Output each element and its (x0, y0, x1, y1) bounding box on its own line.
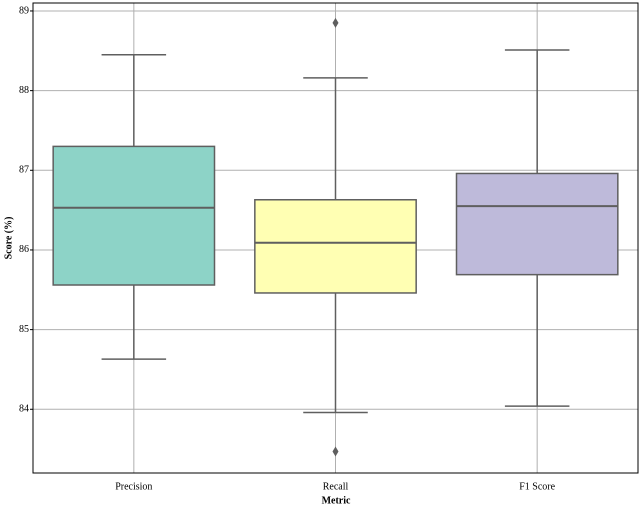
plot-frame (32, 2, 639, 474)
box (52, 145, 216, 286)
box (254, 199, 417, 294)
y-tick-label: 84 (19, 404, 29, 415)
x-tick-label: Precision (115, 481, 152, 492)
y-tick-label: 86 (19, 244, 29, 255)
y-tick-label: 87 (19, 165, 29, 176)
outlier (332, 17, 339, 28)
x-tick-label: F1 Score (519, 481, 555, 492)
y-tick-label: 85 (19, 324, 29, 335)
x-axis-title: Metric (322, 495, 351, 506)
y-tick-label: 89 (19, 5, 29, 16)
outlier (332, 446, 339, 457)
box (455, 172, 619, 276)
x-tick-label: Recall (323, 481, 349, 492)
y-axis-title: Score (%) (3, 217, 14, 260)
y-tick-label: 88 (19, 85, 29, 96)
